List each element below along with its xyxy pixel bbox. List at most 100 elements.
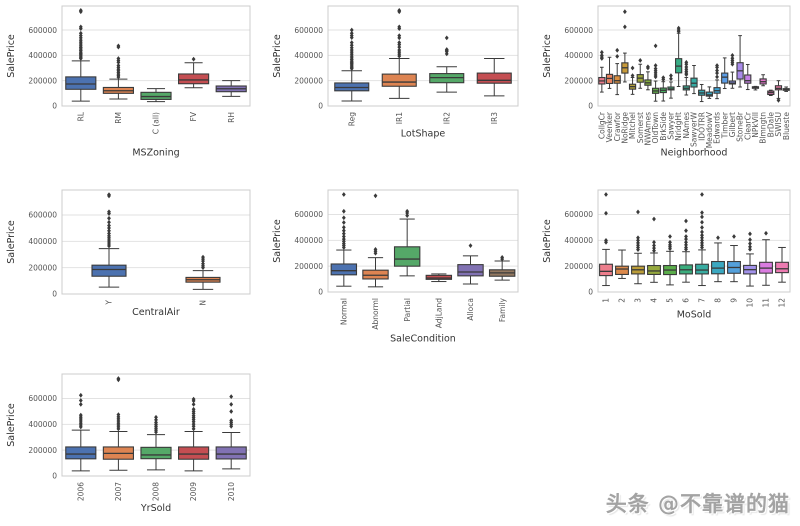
svg-text:7: 7 [698,298,707,303]
svg-text:Sawyer: Sawyer [667,111,676,140]
svg-text:SWISU: SWISU [774,112,783,137]
svg-text:200000: 200000 [564,76,593,85]
svg-text:0: 0 [52,290,57,299]
svg-text:SawyerW: SawyerW [690,111,699,147]
svg-text:0: 0 [588,102,593,111]
svg-text:StoneBr: StoneBr [736,111,745,142]
svg-text:FV: FV [189,111,198,121]
svg-text:200000: 200000 [294,262,323,271]
svg-text:Blueste: Blueste [782,112,791,140]
svg-text:200000: 200000 [564,262,593,271]
svg-text:IDOTRR: IDOTRR [697,112,706,141]
svg-text:600000: 600000 [564,210,593,219]
svg-text:2006: 2006 [76,482,85,501]
svg-text:400000: 400000 [564,236,593,245]
svg-text:NAmes: NAmes [682,112,691,139]
svg-text:0: 0 [52,472,57,481]
svg-text:IR1: IR1 [395,112,404,124]
svg-text:SalePrice: SalePrice [6,34,17,78]
svg-text:600000: 600000 [564,26,593,35]
svg-text:Y: Y [105,300,114,306]
svg-text:2010: 2010 [227,482,236,501]
svg-text:IR2: IR2 [442,112,451,124]
subplot-mosold: 0 200000 400000 600000 SalePrice 1 2 3 4 5 6 7 8 9 10 1… [534,178,800,360]
svg-text:Partial: Partial [403,298,412,322]
svg-text:BrDale: BrDale [766,112,775,138]
svg-text:8: 8 [714,298,723,303]
svg-text:600000: 600000 [294,210,323,219]
svg-text:OldTown: OldTown [651,112,660,144]
watermark-text: 头条 @不靠谱的猫 [605,492,790,516]
svg-text:Reg: Reg [347,112,356,126]
svg-text:0: 0 [318,102,323,111]
svg-text:2: 2 [618,298,627,303]
svg-text:5: 5 [666,298,675,303]
svg-text:12: 12 [778,298,787,308]
svg-text:N: N [199,300,208,306]
svg-text:CentralAir: CentralAir [132,307,180,318]
svg-text:SalePrice: SalePrice [272,34,283,78]
svg-text:SaleCondition: SaleCondition [390,334,456,345]
svg-text:400000: 400000 [294,236,323,245]
svg-text:SalePrice: SalePrice [6,220,17,264]
svg-text:Normal: Normal [339,298,348,325]
svg-text:2007: 2007 [114,482,123,501]
svg-text:MoSold: MoSold [677,310,712,321]
svg-text:SalePrice: SalePrice [272,219,283,263]
subplot-neighborhood: 0 200000 400000 600000 SalePrice CollgCr Veenk… [534,0,800,172]
svg-text:Crawfor: Crawfor [613,111,622,141]
svg-text:0: 0 [588,288,593,297]
subplot-yrsold: 0 200000 400000 600000 SalePrice 2006 2007 2008… [0,362,266,526]
svg-text:600000: 600000 [294,26,323,35]
svg-text:BrkSide: BrkSide [659,112,668,141]
svg-text:YrSold: YrSold [140,503,171,514]
svg-text:600000: 600000 [28,394,57,403]
svg-text:AdjLand: AdjLand [434,298,443,328]
svg-text:200000: 200000 [294,76,323,85]
svg-text:RM: RM [114,112,123,124]
svg-text:200000: 200000 [28,263,57,272]
boxplot-svg-mszoning: 0 200000 400000 600000 SalePrice RL RM C (all) F… [6,5,251,159]
svg-text:Neighborhood: Neighborhood [661,148,728,159]
subplot-salecondition: 0 200000 400000 600000 SalePrice Normal Abnorm… [268,178,530,360]
svg-text:400000: 400000 [28,51,57,60]
subplot-mszoning: 0 200000 400000 600000 SalePrice RL RM C (all) F… [0,0,266,172]
boxplot-svg-salecondition: 0 200000 400000 600000 SalePrice Normal Abnorm… [272,189,519,345]
svg-text:400000: 400000 [564,51,593,60]
svg-text:3: 3 [634,298,643,303]
svg-text:200000: 200000 [28,446,57,455]
svg-text:Alloca: Alloca [466,298,475,321]
svg-text:Blmngtn: Blmngtn [759,112,768,144]
subplot-lotshape: 0 200000 400000 600000 SalePrice Reg IR1 IR2 IR3… [268,0,530,172]
svg-text:Timber: Timber [720,111,729,139]
svg-text:SalePrice: SalePrice [542,34,553,78]
svg-text:1: 1 [602,298,611,303]
svg-text:600000: 600000 [28,26,57,35]
svg-text:SalePrice: SalePrice [6,403,17,447]
subplot-centralair: 0 200000 400000 600000 SalePrice Y N CentralAir [0,178,266,356]
svg-text:10: 10 [746,298,755,308]
boxplot-svg-centralair: 0 200000 400000 600000 SalePrice Y N CentralAir [6,189,251,318]
svg-text:0: 0 [318,288,323,297]
boxplot-svg-lotshape: 0 200000 400000 600000 SalePrice Reg IR1 IR2 IR3… [272,5,519,139]
svg-text:4: 4 [650,298,659,303]
svg-text:NWAmes: NWAmes [644,112,653,146]
svg-text:600000: 600000 [28,211,57,220]
svg-text:RL: RL [76,111,85,121]
svg-text:0: 0 [52,102,57,111]
svg-text:11: 11 [762,298,771,308]
svg-text:LotShape: LotShape [401,128,446,139]
svg-text:MSZoning: MSZoning [132,148,179,159]
svg-text:9: 9 [730,298,739,303]
svg-text:NoRidge: NoRidge [620,112,629,144]
svg-text:NPkVill: NPkVill [751,112,760,138]
svg-text:MeadowV: MeadowV [705,111,714,148]
boxplot-svg-neighborhood: 0 200000 400000 600000 SalePrice CollgCrVeenk… [542,5,791,159]
svg-text:400000: 400000 [28,237,57,246]
svg-text:6: 6 [682,298,691,303]
svg-text:2008: 2008 [152,482,161,501]
svg-text:Family: Family [498,297,507,322]
svg-text:400000: 400000 [28,420,57,429]
svg-text:Veenker: Veenker [605,111,614,142]
